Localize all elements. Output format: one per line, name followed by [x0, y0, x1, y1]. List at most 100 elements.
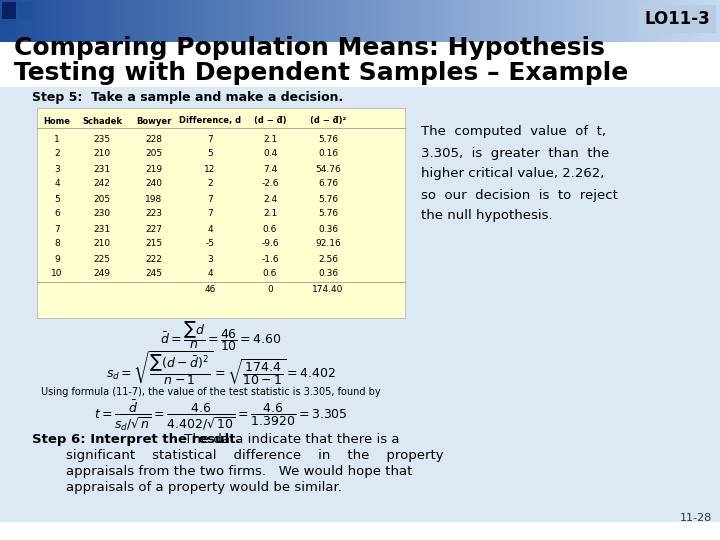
Bar [197, 0, 199, 42]
Bar [65, 0, 68, 42]
Bar [621, 0, 624, 42]
Bar [235, 0, 238, 42]
Text: higher critical value, 2.262,: higher critical value, 2.262, [421, 167, 604, 180]
Text: 249: 249 [94, 269, 110, 279]
Bar [173, 0, 176, 42]
Bar [36, 0, 39, 42]
Bar [696, 0, 699, 42]
Bar [434, 0, 437, 42]
Bar [48, 0, 51, 42]
Bar [631, 0, 634, 42]
Bar [485, 0, 487, 42]
Bar [415, 0, 418, 42]
Bar [477, 0, 480, 42]
Bar [0, 87, 720, 522]
Text: -2.6: -2.6 [261, 179, 279, 188]
Text: 7: 7 [207, 194, 213, 204]
Bar [427, 0, 430, 42]
Text: LO11-3: LO11-3 [644, 10, 710, 28]
Text: the null hypothesis.: the null hypothesis. [421, 210, 553, 222]
Bar [444, 0, 447, 42]
Bar [535, 0, 538, 42]
Text: 235: 235 [94, 134, 111, 144]
Bar [2, 21, 16, 38]
Bar [22, 0, 24, 42]
Text: 2.56: 2.56 [318, 254, 338, 264]
Bar [281, 0, 284, 42]
Bar [161, 0, 163, 42]
Text: 228: 228 [145, 134, 163, 144]
Text: 4: 4 [207, 225, 213, 233]
Bar [506, 0, 509, 42]
Bar [466, 0, 469, 42]
Bar [362, 0, 365, 42]
Bar [605, 0, 608, 42]
Bar [293, 0, 296, 42]
Bar [521, 0, 523, 42]
Bar [401, 0, 404, 42]
Bar [74, 0, 77, 42]
Text: 0.36: 0.36 [318, 269, 338, 279]
Bar [86, 0, 89, 42]
Bar [638, 5, 716, 33]
Text: 0.6: 0.6 [263, 225, 277, 233]
Bar [108, 0, 111, 42]
Bar [274, 0, 276, 42]
Text: -5: -5 [205, 240, 215, 248]
Bar [182, 0, 185, 42]
Bar [120, 0, 123, 42]
Text: 210: 210 [94, 240, 111, 248]
Bar [218, 0, 221, 42]
Bar [418, 0, 420, 42]
Bar [317, 0, 320, 42]
Bar [214, 0, 217, 42]
Text: 3: 3 [207, 254, 213, 264]
Bar [518, 0, 521, 42]
Text: 231: 231 [94, 165, 111, 173]
Bar [583, 0, 586, 42]
Bar [372, 0, 375, 42]
Bar [711, 0, 714, 42]
Bar [53, 0, 55, 42]
Bar [614, 0, 617, 42]
Bar [60, 0, 63, 42]
Bar [670, 0, 672, 42]
Bar [216, 0, 219, 42]
Bar [17, 0, 19, 42]
Bar [559, 0, 562, 42]
Bar [641, 0, 644, 42]
Text: Comparing Population Means: Hypothesis: Comparing Population Means: Hypothesis [14, 36, 605, 60]
Bar [286, 0, 289, 42]
Bar [595, 0, 598, 42]
Bar [103, 0, 106, 42]
Bar [96, 0, 99, 42]
Bar [233, 0, 235, 42]
Bar [34, 0, 37, 42]
Text: $\bar{d} = \dfrac{\sum d}{n} = \dfrac{46}{10} = 4.60$: $\bar{d} = \dfrac{\sum d}{n} = \dfrac{46… [160, 319, 282, 353]
Bar [24, 0, 27, 42]
Bar [542, 0, 545, 42]
Bar [607, 0, 610, 42]
Bar [9, 0, 12, 42]
Bar [125, 0, 127, 42]
Bar [574, 0, 577, 42]
Bar [499, 0, 502, 42]
Bar [243, 0, 246, 42]
Bar [387, 0, 390, 42]
Text: 92.16: 92.16 [315, 240, 341, 248]
Bar [585, 0, 588, 42]
Bar [667, 0, 670, 42]
Bar [516, 0, 519, 42]
Text: 0.36: 0.36 [318, 225, 338, 233]
Text: Difference, d: Difference, d [179, 117, 241, 125]
Bar [81, 0, 84, 42]
Bar [70, 0, 73, 42]
Bar [67, 0, 70, 42]
Text: Testing with Dependent Samples – Example: Testing with Dependent Samples – Example [14, 61, 629, 85]
Bar [482, 0, 485, 42]
Bar [257, 0, 260, 42]
Bar [269, 0, 271, 42]
Bar [384, 0, 387, 42]
Bar [459, 0, 462, 42]
Bar [432, 0, 435, 42]
